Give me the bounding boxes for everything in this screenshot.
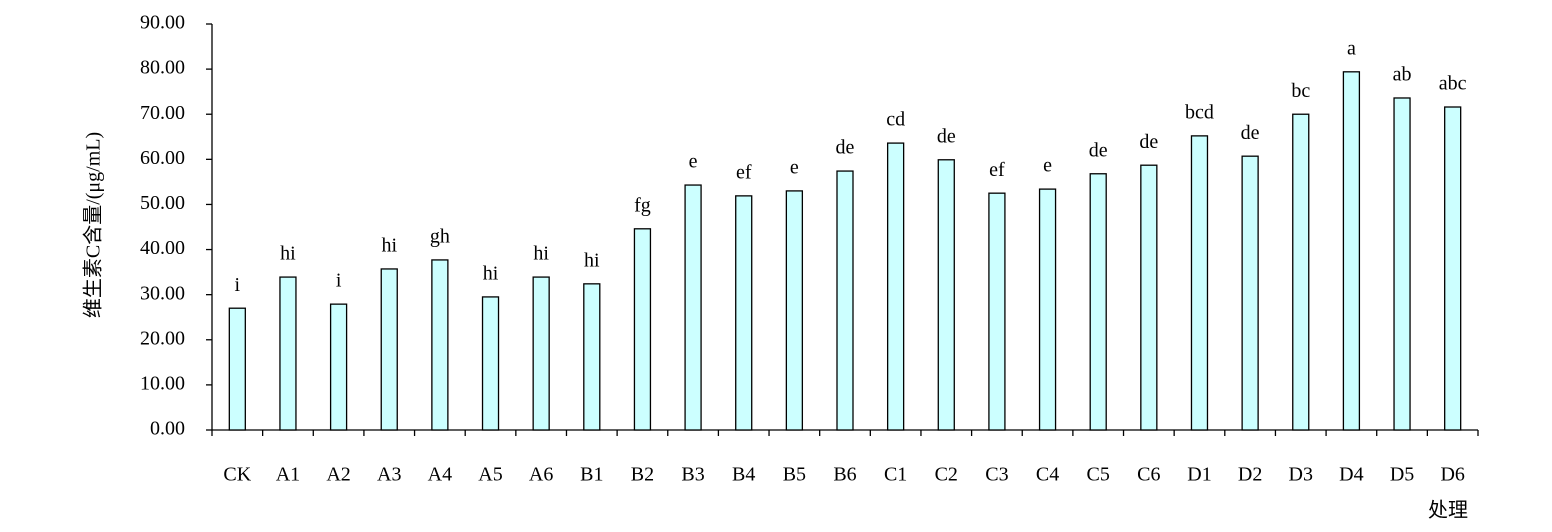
- bar: [1444, 106, 1462, 431]
- significance-label: hi: [533, 243, 549, 265]
- x-tick-label: C6: [1137, 464, 1160, 486]
- bar: [329, 303, 348, 431]
- significance-label: hi: [381, 235, 397, 257]
- bar: [988, 192, 1006, 431]
- significance-label: de: [937, 125, 956, 147]
- significance-label: bc: [1291, 80, 1310, 102]
- y-tick-label: 80.00: [140, 57, 185, 79]
- x-tick-label: B1: [580, 464, 603, 486]
- bar: [1190, 135, 1209, 431]
- x-axis-label: 处理: [1428, 499, 1468, 522]
- x-tick-label: C5: [1087, 464, 1110, 486]
- significance-label: hi: [483, 263, 499, 285]
- significance-label: de: [836, 137, 855, 159]
- bar: [1393, 97, 1411, 431]
- x-tick-label: D5: [1390, 464, 1414, 486]
- significance-label: de: [1139, 131, 1158, 153]
- x-tick-label: A6: [529, 464, 553, 486]
- significance-label: i: [336, 270, 342, 292]
- significance-label: ef: [736, 161, 752, 183]
- bar: [886, 142, 905, 431]
- y-tick-label: 90.00: [140, 12, 185, 34]
- y-tick-label: 50.00: [140, 192, 185, 214]
- x-tick-label: A1: [276, 464, 300, 486]
- bar: [583, 283, 601, 431]
- significance-label: e: [1043, 155, 1052, 177]
- bar: [684, 184, 702, 431]
- bar: [1241, 155, 1259, 431]
- bar: [735, 195, 753, 431]
- y-tick-label: 70.00: [140, 102, 185, 124]
- x-tick-label: B6: [833, 464, 856, 486]
- significance-label: e: [689, 151, 698, 173]
- bar: [228, 307, 246, 431]
- significance-label: cd: [886, 109, 905, 131]
- bar: [380, 268, 398, 431]
- bar: [785, 190, 804, 431]
- y-tick-label: 60.00: [140, 147, 185, 169]
- x-tick-label: C1: [884, 464, 907, 486]
- significance-label: gh: [430, 226, 450, 248]
- x-tick-label: C3: [985, 464, 1008, 486]
- significance-label: ef: [989, 159, 1005, 181]
- x-tick-label: C4: [1036, 464, 1059, 486]
- bar: [633, 228, 652, 431]
- x-tick-label: A5: [478, 464, 502, 486]
- x-tick-label: D3: [1289, 464, 1313, 486]
- x-tick-label: D2: [1238, 464, 1262, 486]
- x-tick-label: D1: [1187, 464, 1211, 486]
- significance-label: ab: [1393, 64, 1412, 86]
- x-tick-label: B3: [681, 464, 704, 486]
- bar: [836, 170, 854, 431]
- bar: [1140, 164, 1158, 431]
- significance-label: i: [235, 274, 241, 296]
- bar: [1089, 173, 1107, 431]
- y-tick-label: 10.00: [140, 372, 185, 394]
- y-tick-label: 0.00: [150, 418, 185, 440]
- y-tick-label: 20.00: [140, 327, 185, 349]
- bar: [1342, 71, 1361, 431]
- significance-label: hi: [584, 249, 600, 271]
- x-tick-label: A2: [326, 464, 350, 486]
- bar: [532, 276, 550, 431]
- bar: [481, 296, 500, 431]
- y-tick-label: 30.00: [140, 282, 185, 304]
- bar: [1292, 113, 1310, 431]
- significance-label: a: [1347, 37, 1356, 59]
- x-tick-label: B2: [631, 464, 654, 486]
- significance-label: de: [1241, 122, 1260, 144]
- x-tick-label: D4: [1339, 464, 1363, 486]
- x-tick-label: B4: [732, 464, 755, 486]
- significance-label: fg: [634, 194, 651, 216]
- x-tick-label: A3: [377, 464, 401, 486]
- bar: [937, 159, 955, 431]
- x-tick-label: A4: [428, 464, 452, 486]
- bar: [431, 259, 449, 431]
- significance-label: hi: [280, 243, 296, 265]
- x-tick-label: CK: [223, 464, 251, 486]
- bar: [279, 276, 297, 431]
- bar: [1038, 188, 1057, 431]
- y-tick-label: 40.00: [140, 237, 185, 259]
- x-tick-label: B5: [783, 464, 806, 486]
- significance-label: e: [790, 157, 799, 179]
- x-tick-label: D6: [1440, 464, 1464, 486]
- significance-label: bcd: [1185, 101, 1214, 123]
- x-tick-label: C2: [935, 464, 958, 486]
- significance-label: de: [1089, 139, 1108, 161]
- y-axis-label: 维生素C含量/(μg/mL): [82, 132, 105, 318]
- significance-label: abc: [1439, 73, 1467, 95]
